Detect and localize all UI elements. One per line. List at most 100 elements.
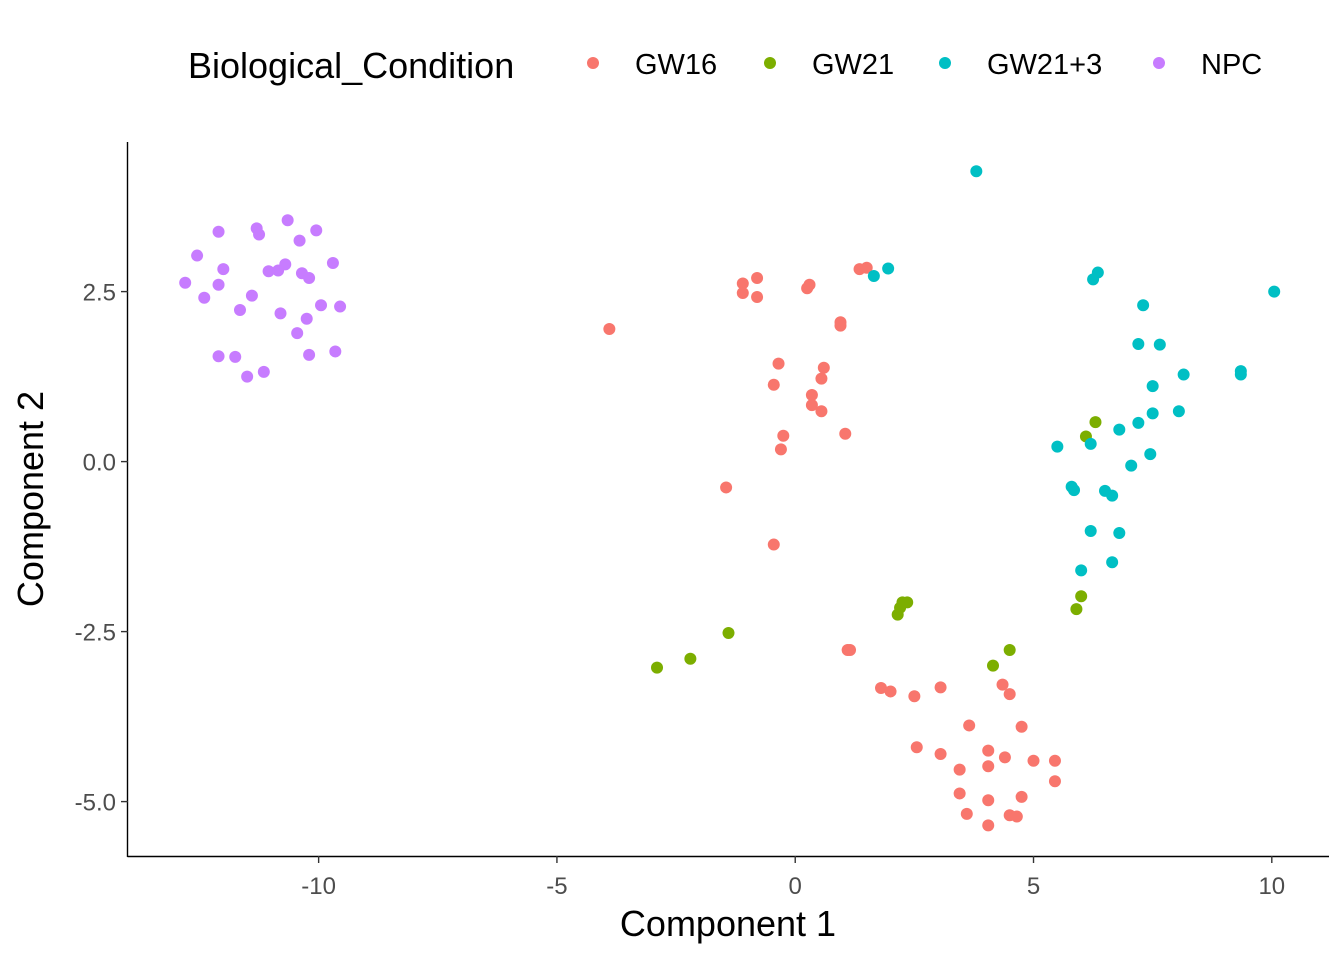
data-point <box>751 272 764 284</box>
data-point <box>751 291 764 304</box>
x-axis-title: Component 1 <box>620 903 836 944</box>
data-point <box>179 276 192 289</box>
legend-key <box>764 57 776 69</box>
legend-key <box>939 57 951 69</box>
legend-key <box>1153 57 1165 69</box>
data-point <box>901 596 914 609</box>
data-point <box>1125 459 1138 472</box>
data-point <box>1070 603 1083 616</box>
data-point <box>884 685 897 698</box>
data-point <box>212 225 225 238</box>
series-npc <box>179 214 347 383</box>
data-point <box>1015 790 1028 803</box>
data-point <box>910 741 923 754</box>
data-point <box>1132 337 1145 350</box>
data-point <box>1106 489 1119 502</box>
data-point <box>300 312 313 325</box>
data-point <box>720 481 733 494</box>
data-point <box>817 361 830 374</box>
data-point <box>241 370 254 383</box>
data-point <box>1172 405 1185 418</box>
legend-item: GW16 <box>587 49 717 81</box>
x-tick-label: 0 <box>789 873 802 900</box>
data-point <box>777 429 790 442</box>
data-point <box>982 760 995 773</box>
data-point <box>1089 416 1102 429</box>
legend-title: Biological_Condition <box>188 45 514 86</box>
data-point <box>1048 775 1061 788</box>
data-point <box>736 277 749 290</box>
legend-item: NPC <box>1153 49 1262 81</box>
data-point <box>1003 688 1016 701</box>
data-point <box>963 719 976 732</box>
data-point <box>262 265 275 278</box>
data-point <box>982 819 995 832</box>
x-tick-label: -10 <box>301 873 336 900</box>
data-point <box>953 763 966 776</box>
legend-item: GW21+3 <box>939 49 1102 81</box>
data-point <box>1113 527 1126 539</box>
data-point <box>229 350 242 363</box>
data-point <box>1027 754 1040 767</box>
legend-item: GW21 <box>764 49 894 81</box>
data-point <box>253 228 266 241</box>
data-point <box>1010 810 1023 823</box>
legend-key <box>587 57 599 69</box>
data-point <box>767 378 780 391</box>
data-point <box>1137 299 1150 312</box>
legend-entries: GW16 GW21 GW21+3 NPC <box>587 49 1262 81</box>
data-point <box>908 690 921 703</box>
data-point <box>970 165 983 178</box>
data-point <box>334 300 347 313</box>
data-point <box>722 626 735 639</box>
data-point <box>839 427 852 440</box>
series-gw21-3 <box>867 165 1281 577</box>
data-point <box>1051 440 1064 453</box>
data-point <box>1091 266 1104 279</box>
data-point <box>1068 484 1081 497</box>
data-point <box>844 643 857 656</box>
data-point <box>329 345 342 358</box>
data-point <box>303 272 316 284</box>
data-point <box>684 652 697 665</box>
x-tick-label: 10 <box>1258 873 1285 900</box>
data-point <box>736 286 749 299</box>
data-point <box>212 350 225 363</box>
data-point <box>245 289 258 302</box>
data-points <box>179 165 1281 832</box>
data-point <box>310 224 323 237</box>
data-point <box>982 744 995 757</box>
data-point <box>1177 368 1190 381</box>
data-point <box>217 263 230 276</box>
data-point <box>1113 423 1126 436</box>
data-point <box>875 682 888 695</box>
data-point <box>953 787 966 800</box>
legend-label: NPC <box>1201 49 1262 81</box>
data-point <box>1015 720 1028 733</box>
data-point <box>882 262 895 275</box>
x-tick-label: -5 <box>546 873 567 900</box>
data-point <box>198 291 211 304</box>
data-point <box>867 269 880 282</box>
data-point <box>767 538 780 551</box>
data-point <box>257 365 270 378</box>
data-point <box>834 319 847 332</box>
data-point <box>772 357 785 370</box>
y-tick-label: -5.0 <box>75 790 116 817</box>
y-axis-ticks: -5.0 -2.5 0.0 2.5 <box>75 280 128 817</box>
data-point <box>1144 448 1157 461</box>
data-point <box>603 323 616 335</box>
data-point <box>1268 285 1281 298</box>
data-point <box>815 372 828 385</box>
data-point <box>860 261 873 274</box>
y-tick-label: -2.5 <box>75 620 116 647</box>
data-point <box>1048 754 1061 767</box>
data-point <box>805 388 818 401</box>
data-point <box>1003 643 1016 656</box>
x-axis-ticks: -10 -5 0 5 10 <box>301 856 1285 900</box>
data-point <box>998 751 1011 764</box>
data-point <box>291 327 304 340</box>
data-point <box>934 748 947 760</box>
series-gw21 <box>651 416 1102 674</box>
